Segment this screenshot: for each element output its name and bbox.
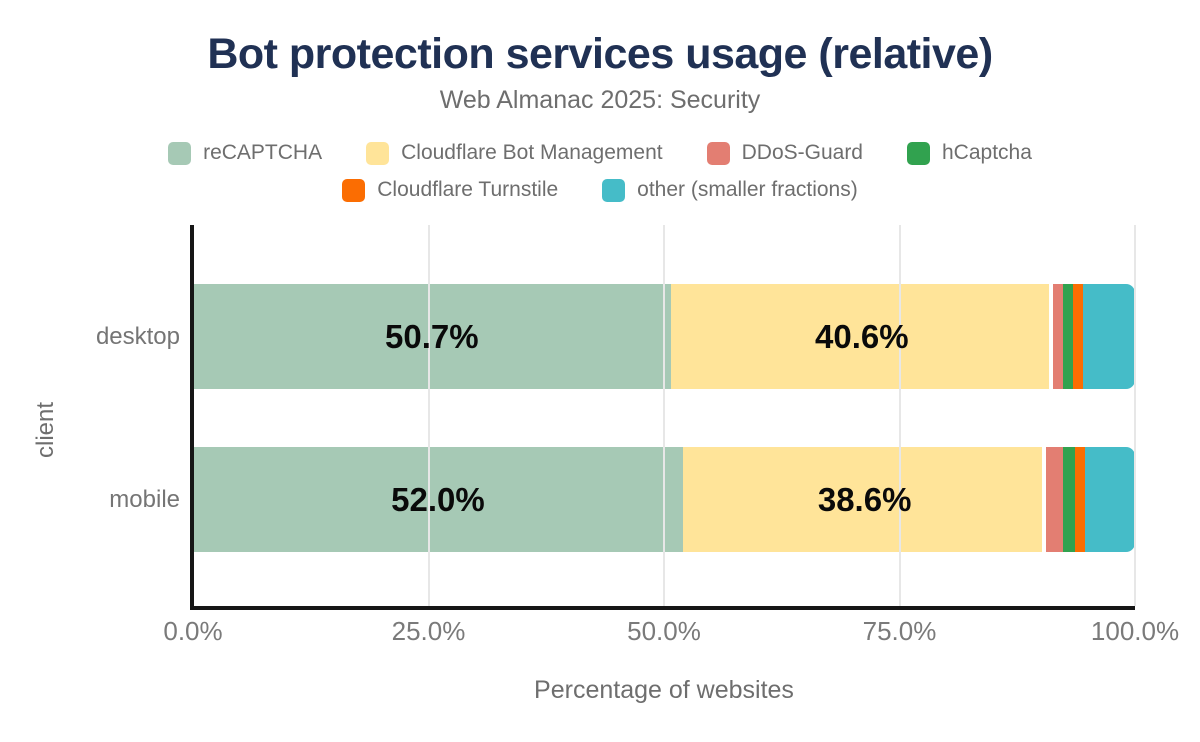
legend-swatch-recaptcha — [168, 141, 192, 165]
bar-segment-desktop-recaptcha[interactable] — [193, 284, 671, 389]
chart-subtitle: Web Almanac 2025: Security — [439, 86, 761, 114]
x-tick-label-50: 50.0% — [627, 616, 701, 646]
bar-segment-mobile-hcaptcha[interactable] — [1063, 447, 1075, 552]
legend-item-other-smaller-fractions: other (smaller fractions) — [602, 178, 858, 202]
legend-label: Cloudflare Bot Management — [401, 141, 663, 164]
x-tick-label-75: 75.0% — [862, 616, 937, 646]
bar-segment-mobile-cloudflare-bot-management[interactable] — [682, 447, 1047, 552]
legend-item-ddos-guard: DDoS-Guard — [706, 141, 863, 165]
gridline-50 — [663, 225, 665, 606]
bar-segment-mobile-ddos-guard[interactable] — [1046, 447, 1064, 552]
legend: reCAPTCHA Cloudflare Bot Management DDoS-G… — [0, 141, 1200, 202]
bar-segment-mobile-cloudflare-turnstile[interactable] — [1074, 447, 1086, 552]
chart-title: Bot protection services usage (relative) — [207, 30, 993, 78]
gridline-75 — [898, 225, 901, 606]
y-category-label-desktop: desktop — [95, 322, 180, 350]
legend-label: hCaptcha — [942, 141, 1032, 164]
gridline-100 — [1134, 225, 1136, 606]
y-category-label-mobile: mobile — [109, 485, 180, 513]
bar-segment-desktop-other-smaller-fractions[interactable] — [1083, 284, 1135, 389]
legend-row: Cloudflare Turnstile other (smaller fract… — [342, 178, 858, 202]
value-label-desktop-cloudflare-bot-management: 40.6% — [815, 318, 909, 355]
x-tick-label-100: 100.0% — [1090, 616, 1180, 646]
bar-segment-desktop-cloudflare-turnstile[interactable] — [1072, 284, 1084, 389]
x-axis-title: Percentage of websites — [534, 676, 794, 704]
x-axis-line — [190, 606, 1135, 610]
legend-swatch-ddos-guard — [706, 141, 730, 165]
legend-label: other (smaller fractions) — [637, 178, 858, 201]
legend-label: DDoS-Guard — [741, 141, 863, 164]
bar-segment-mobile-recaptcha[interactable] — [193, 447, 683, 552]
legend-item-cloudflare-turnstile: Cloudflare Turnstile — [342, 178, 558, 202]
legend-item-cloudflare-bot-management: Cloudflare Bot Management — [366, 141, 663, 165]
bar-segment-desktop-hcaptcha[interactable] — [1063, 284, 1073, 389]
legend-item-recaptcha: reCAPTCHA — [168, 141, 322, 165]
legend-swatch-hcaptcha — [907, 141, 930, 165]
value-label-mobile-recaptcha: 52.0% — [391, 481, 485, 518]
value-label-desktop-recaptcha: 50.7% — [385, 318, 479, 355]
legend-row: reCAPTCHA Cloudflare Bot Management DDoS-G… — [168, 141, 1032, 165]
bar-segment-desktop-ddos-guard[interactable] — [1053, 284, 1064, 389]
x-tick-label-0: 0.0% — [163, 616, 223, 646]
legend-item-hcaptcha: hCaptcha — [907, 141, 1032, 165]
value-label-mobile-cloudflare-bot-management: 38.6% — [817, 481, 912, 518]
gridline-25 — [427, 225, 430, 606]
bar-segment-desktop-cloudflare-bot-management[interactable] — [670, 284, 1054, 389]
y-axis-line — [190, 225, 194, 610]
legend-swatch-cloudflare-bot-management — [366, 141, 390, 165]
legend-swatch-other-smaller-fractions — [602, 178, 626, 202]
y-axis-title: client — [32, 401, 59, 459]
bar-segment-mobile-other-smaller-fractions[interactable] — [1085, 447, 1135, 552]
x-tick-label-25: 25.0% — [391, 616, 466, 646]
legend-label: reCAPTCHA — [203, 141, 323, 164]
legend-swatch-cloudflare-turnstile — [342, 178, 366, 202]
legend-label: Cloudflare Turnstile — [377, 178, 559, 201]
